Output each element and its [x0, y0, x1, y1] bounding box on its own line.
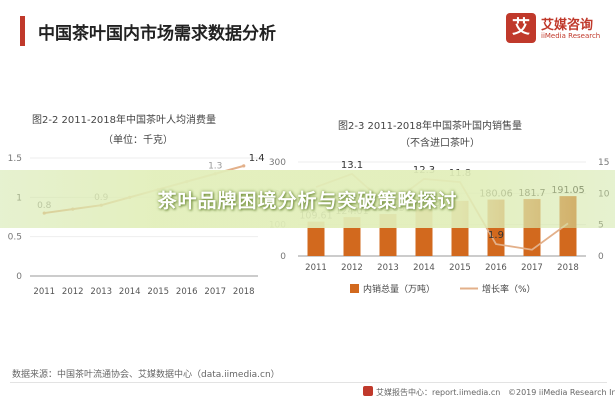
chart2-ytick-left: 300 — [269, 158, 286, 168]
chart1-point — [242, 164, 246, 168]
footer-credits: 艾媒报告中心：report.iimedia.cn ©2019 iiMedia R… — [363, 386, 615, 398]
chart1-ytick: 0 — [16, 272, 22, 282]
title-banner: 茶叶品牌困境分析与突破策略探讨 — [0, 170, 615, 228]
footer-divider — [10, 382, 607, 383]
chart2-xtick: 2016 — [485, 263, 507, 273]
chart1-ytick: 1.5 — [8, 154, 22, 164]
footer-copyright: ©2019 iiMedia Research Inc — [508, 388, 615, 397]
chart2-legend-swatch-bar — [350, 284, 359, 293]
logo-mark-icon: 艾 — [506, 13, 536, 43]
chart1-subtitle: （单位：千克） — [103, 135, 173, 146]
page-title: 中国茶叶国内市场需求数据分析 — [38, 24, 276, 44]
chart1-data-label: 1.4 — [249, 153, 265, 164]
chart1-data-label: 1.3 — [208, 162, 222, 172]
chart2-bar — [307, 221, 325, 256]
header-accent-bar — [20, 16, 25, 46]
chart2-xtick: 2011 — [305, 263, 327, 273]
chart1-xtick: 2012 — [62, 287, 84, 297]
chart1-xtick: 2014 — [119, 287, 141, 297]
chart2-ytick-right: 0 — [598, 252, 604, 262]
chart2-ytick-right: 15 — [598, 158, 609, 168]
chart1-xtick: 2015 — [147, 287, 169, 297]
chart2-xtick: 2018 — [557, 263, 579, 273]
chart1-xtick: 2017 — [204, 287, 226, 297]
logo-cn-text: 艾媒咨询 — [541, 18, 594, 33]
footer-source: 数据来源：中国茶叶流通协会、艾媒数据中心（data.iimedia.cn） — [12, 370, 280, 380]
chart1-xtick: 2013 — [90, 287, 112, 297]
chart1-ytick: 0.5 — [8, 233, 22, 243]
banner-title: 茶叶品牌困境分析与突破策略探讨 — [157, 189, 458, 212]
chart1-title: 图2-2 2011-2018年中国茶叶人均消费量 — [32, 115, 217, 126]
footer-logo-icon — [363, 386, 373, 396]
chart2-ytick-left: 0 — [280, 252, 286, 262]
chart2-xtick: 2017 — [521, 263, 543, 273]
chart2-subtitle: （不含进口茶叶） — [400, 138, 480, 149]
chart2-title: 图2-3 2011-2018年中国茶叶国内销售量 — [338, 121, 523, 132]
footer-report: 艾媒报告中心：report.iimedia.cn — [376, 388, 501, 397]
page-header: 中国茶叶国内市场需求数据分析 艾 艾媒咨询 iiMedia Research — [0, 0, 615, 62]
chart2-line-label: 1.9 — [488, 230, 504, 241]
chart2-xtick: 2014 — [413, 263, 435, 273]
chart1-xtick: 2016 — [176, 287, 198, 297]
chart2-legend-line-label: 增长率（%） — [482, 283, 536, 295]
chart2-xtick: 2013 — [377, 263, 399, 273]
logo-en-text: iiMedia Research — [541, 32, 601, 40]
chart2-legend-bar-label: 内销总量（万吨） — [363, 283, 435, 295]
chart1-xtick: 2018 — [233, 287, 255, 297]
chart2-line-label: 13.1 — [341, 160, 363, 171]
iimedia-logo: 艾 艾媒咨询 iiMedia Research — [506, 13, 606, 49]
chart1-xtick: 2011 — [33, 287, 55, 297]
chart2-xtick: 2012 — [341, 263, 363, 273]
chart2-xtick: 2015 — [449, 263, 471, 273]
